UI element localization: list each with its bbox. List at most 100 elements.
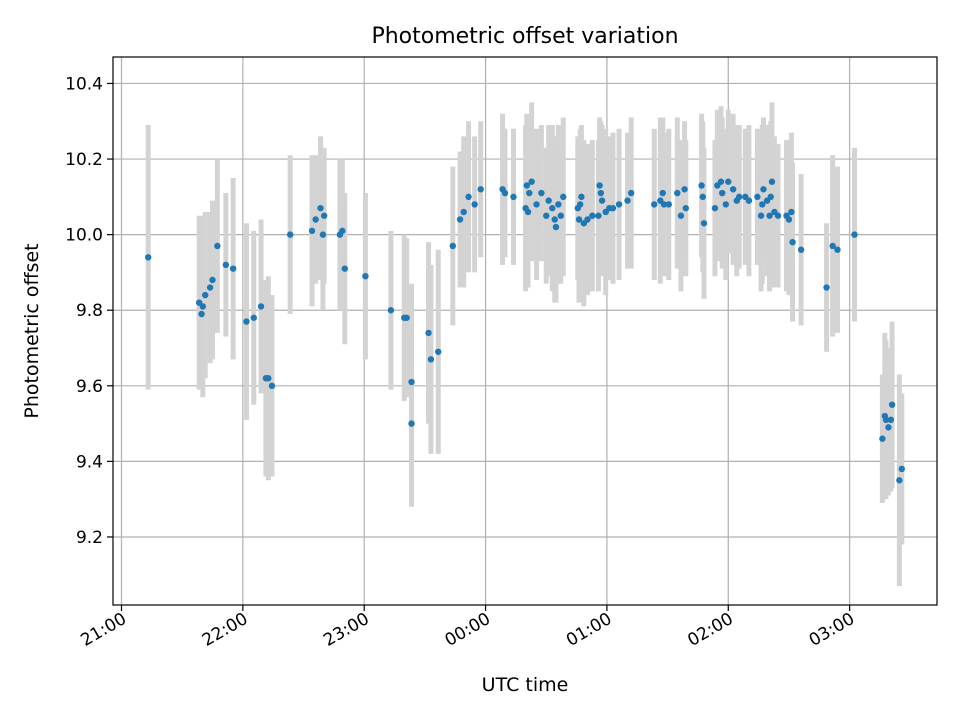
y-axis: 9.2 9.4 9.6 9.8 10.0 10.2 10.4: [65, 74, 113, 548]
y-tick-label: 10.4: [65, 74, 103, 94]
x-tick-label: 00:00: [442, 609, 494, 651]
plot-frame: [112, 56, 938, 606]
data-point: [682, 204, 689, 212]
data-point: [834, 246, 841, 253]
data-point: [651, 201, 658, 208]
data-point: [549, 204, 556, 212]
data-point: [510, 193, 517, 201]
y-tick-label: 10.2: [65, 150, 103, 170]
data-point: [577, 201, 584, 208]
data-point: [615, 201, 623, 208]
y-tick-label: 9.8: [76, 301, 103, 321]
data-point: [879, 435, 886, 442]
data-point: [317, 204, 324, 212]
x-axis: 21:00 22:00 23:00 00:00 01:00 02:00 03:00: [78, 605, 858, 651]
data-point: [888, 401, 896, 408]
data-point: [403, 314, 410, 321]
data-point: [551, 216, 558, 223]
data-point: [268, 382, 276, 389]
data-point: [745, 197, 753, 204]
data-point: [214, 242, 221, 250]
data-point: [754, 193, 761, 201]
data-point: [699, 193, 706, 201]
data-point: [341, 265, 348, 272]
data-point: [717, 178, 725, 185]
data-point: [700, 220, 708, 227]
x-tick-label: 01:00: [563, 609, 615, 651]
data-point: [257, 303, 265, 310]
data-point: [729, 186, 737, 193]
y-tick-label: 10.0: [65, 226, 103, 246]
data-point: [229, 265, 237, 272]
data-point: [387, 307, 395, 314]
data-point: [774, 212, 782, 219]
data-point: [624, 197, 631, 204]
x-tick-label: 23:00: [320, 609, 372, 651]
data-point: [757, 212, 765, 219]
data-point: [202, 291, 209, 299]
data-point: [766, 212, 773, 219]
x-axis-label: UTC time: [482, 674, 569, 696]
data-point: [882, 416, 890, 424]
data-point: [598, 197, 606, 204]
data-point: [768, 178, 776, 185]
data-point: [460, 208, 467, 216]
data-point: [725, 178, 732, 185]
data-point: [320, 212, 328, 219]
data-point: [674, 189, 681, 197]
data-point: [627, 189, 635, 197]
data-point: [896, 477, 903, 484]
data-point: [477, 186, 484, 193]
data-point: [785, 216, 793, 223]
data-point: [362, 273, 369, 280]
x-tick-label: 21:00: [78, 609, 130, 651]
y-axis-label: Photometric offset: [21, 243, 43, 418]
data-point: [243, 318, 250, 325]
data-point: [609, 204, 617, 212]
data-point: [265, 375, 272, 382]
y-tick-label: 9.4: [76, 452, 103, 472]
data-point: [788, 208, 795, 216]
data-point: [524, 208, 532, 216]
data-point: [144, 254, 152, 261]
data-point: [767, 193, 774, 201]
data-point: [501, 189, 509, 197]
data-point: [597, 189, 605, 197]
data-point: [595, 212, 602, 219]
data-point: [555, 201, 562, 208]
data-point: [286, 231, 294, 238]
data-point: [408, 378, 415, 386]
y-tick-label: 9.2: [76, 528, 103, 548]
data-points: [144, 178, 906, 484]
data-point: [560, 193, 567, 201]
data-point: [312, 216, 319, 223]
data-point: [719, 189, 726, 197]
data-point: [198, 310, 205, 318]
data-point: [735, 193, 743, 201]
data-point: [435, 348, 442, 355]
data-point: [677, 212, 685, 219]
data-point: [578, 193, 585, 201]
data-point: [523, 182, 531, 189]
data-point: [851, 231, 858, 238]
data-point: [199, 303, 207, 310]
data-point: [449, 242, 456, 250]
data-point: [222, 261, 230, 269]
data-point: [456, 216, 464, 223]
data-point: [829, 242, 836, 250]
chart-title: Photometric offset variation: [371, 24, 678, 49]
data-point: [722, 201, 730, 208]
data-point: [465, 193, 472, 201]
data-point: [425, 329, 432, 337]
data-point: [898, 465, 906, 473]
data-point: [887, 416, 895, 424]
data-point: [789, 238, 796, 246]
data-point: [427, 356, 435, 363]
data-point: [823, 284, 830, 291]
data-point: [319, 231, 327, 238]
data-point: [759, 201, 766, 208]
data-point: [885, 424, 892, 431]
data-point: [681, 186, 688, 193]
x-tick-label: 03:00: [806, 609, 858, 651]
